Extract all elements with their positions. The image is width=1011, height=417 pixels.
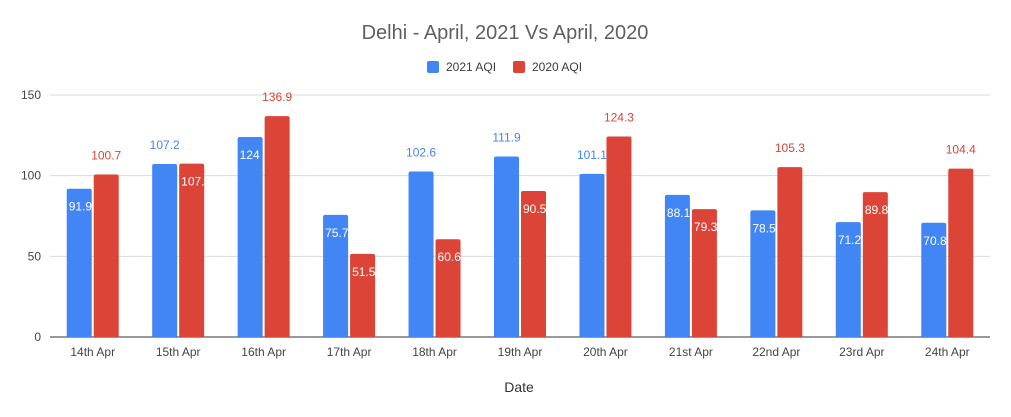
data-label: 104.4 (946, 143, 976, 157)
data-label: 101.1 (577, 148, 607, 162)
bar-2021-5 (494, 156, 519, 337)
data-label: 89.8 (865, 203, 889, 217)
data-label: 107.5 (181, 175, 211, 189)
y-tick-label: 100 (21, 169, 41, 183)
bars (66, 116, 974, 337)
data-label: 136.9 (262, 90, 292, 104)
bar-2020-0 (93, 174, 119, 337)
data-label: 60.6 (438, 250, 462, 264)
data-label: 51.5 (352, 265, 376, 279)
data-label: 107.2 (150, 138, 180, 152)
x-tick-label: 18th Apr (412, 345, 457, 359)
bar-2021-2 (237, 136, 263, 337)
bar-2020-4 (435, 239, 461, 337)
legend-label-2021: 2021 AQI (446, 60, 496, 74)
y-axis: 0 50 100 150 (21, 88, 41, 344)
x-axis-title: Date (504, 379, 534, 395)
data-label: 70.8 (923, 234, 947, 248)
data-label: 71.2 (838, 233, 862, 247)
data-label: 105.3 (775, 141, 805, 155)
legend-swatch-2021 (427, 61, 439, 73)
bar-2021-3 (323, 214, 349, 337)
data-label: 78.5 (752, 221, 776, 235)
bar-2021-8 (750, 210, 776, 337)
data-label: 88.1 (667, 206, 691, 220)
data-label: 79.3 (694, 220, 718, 234)
bar-2020-1 (179, 163, 205, 337)
x-tick-label: 15th Apr (156, 345, 201, 359)
bar-2021-0 (66, 188, 92, 337)
bar-2020-2 (264, 116, 290, 337)
bar-2021-6 (579, 173, 605, 337)
x-tick-label: 20th Apr (583, 345, 628, 359)
x-tick-label: 22nd Apr (752, 345, 800, 359)
bar-2020-8 (777, 167, 803, 337)
bar-2021-9 (835, 222, 861, 337)
x-axis: 14th Apr 15th Apr 16th Apr 17th Apr 18th Apr… (70, 345, 969, 359)
bar-2020-7 (691, 209, 717, 337)
bar-2021-10 (921, 222, 947, 337)
y-tick-label: 0 (34, 330, 41, 344)
bar-2020-5 (521, 190, 546, 337)
data-label: 102.6 (406, 145, 436, 159)
gridlines (50, 94, 990, 338)
data-label: 90.5 (523, 202, 547, 216)
data-label: 111.9 (492, 130, 521, 144)
x-tick-label: 24th Apr (925, 345, 970, 359)
bar-2021-7 (664, 194, 690, 337)
data-labels: 91.9 100.7 107.2 107.5 124 136.9 75.7 51.5 102.6… (69, 90, 976, 279)
y-tick-label: 150 (21, 88, 41, 102)
x-tick-label: 19th Apr (498, 345, 543, 359)
legend-swatch-2020 (513, 61, 525, 73)
bar-2020-6 (606, 136, 632, 337)
x-tick-label: 16th Apr (241, 345, 286, 359)
x-tick-label: 21st Apr (669, 345, 713, 359)
data-label: 75.7 (325, 226, 349, 240)
data-label: 91.9 (69, 200, 93, 214)
bar-2020-3 (350, 253, 376, 337)
data-label: 124 (240, 148, 260, 162)
y-tick-label: 50 (28, 249, 42, 263)
bar-2020-9 (862, 192, 888, 337)
x-tick-label: 23rd Apr (839, 345, 884, 359)
chart-title: Delhi - April, 2021 Vs April, 2020 (362, 22, 649, 44)
bar-2021-1 (152, 164, 178, 337)
legend: 2021 AQI 2020 AQI (427, 60, 582, 74)
data-label: 100.7 (91, 149, 121, 163)
bar-2020-10 (948, 168, 974, 337)
legend-label-2020: 2020 AQI (532, 60, 582, 74)
x-tick-label: 14th Apr (70, 345, 115, 359)
x-tick-label: 17th Apr (327, 345, 372, 359)
bar-2021-4 (408, 171, 434, 337)
data-label: 124.3 (604, 110, 634, 124)
